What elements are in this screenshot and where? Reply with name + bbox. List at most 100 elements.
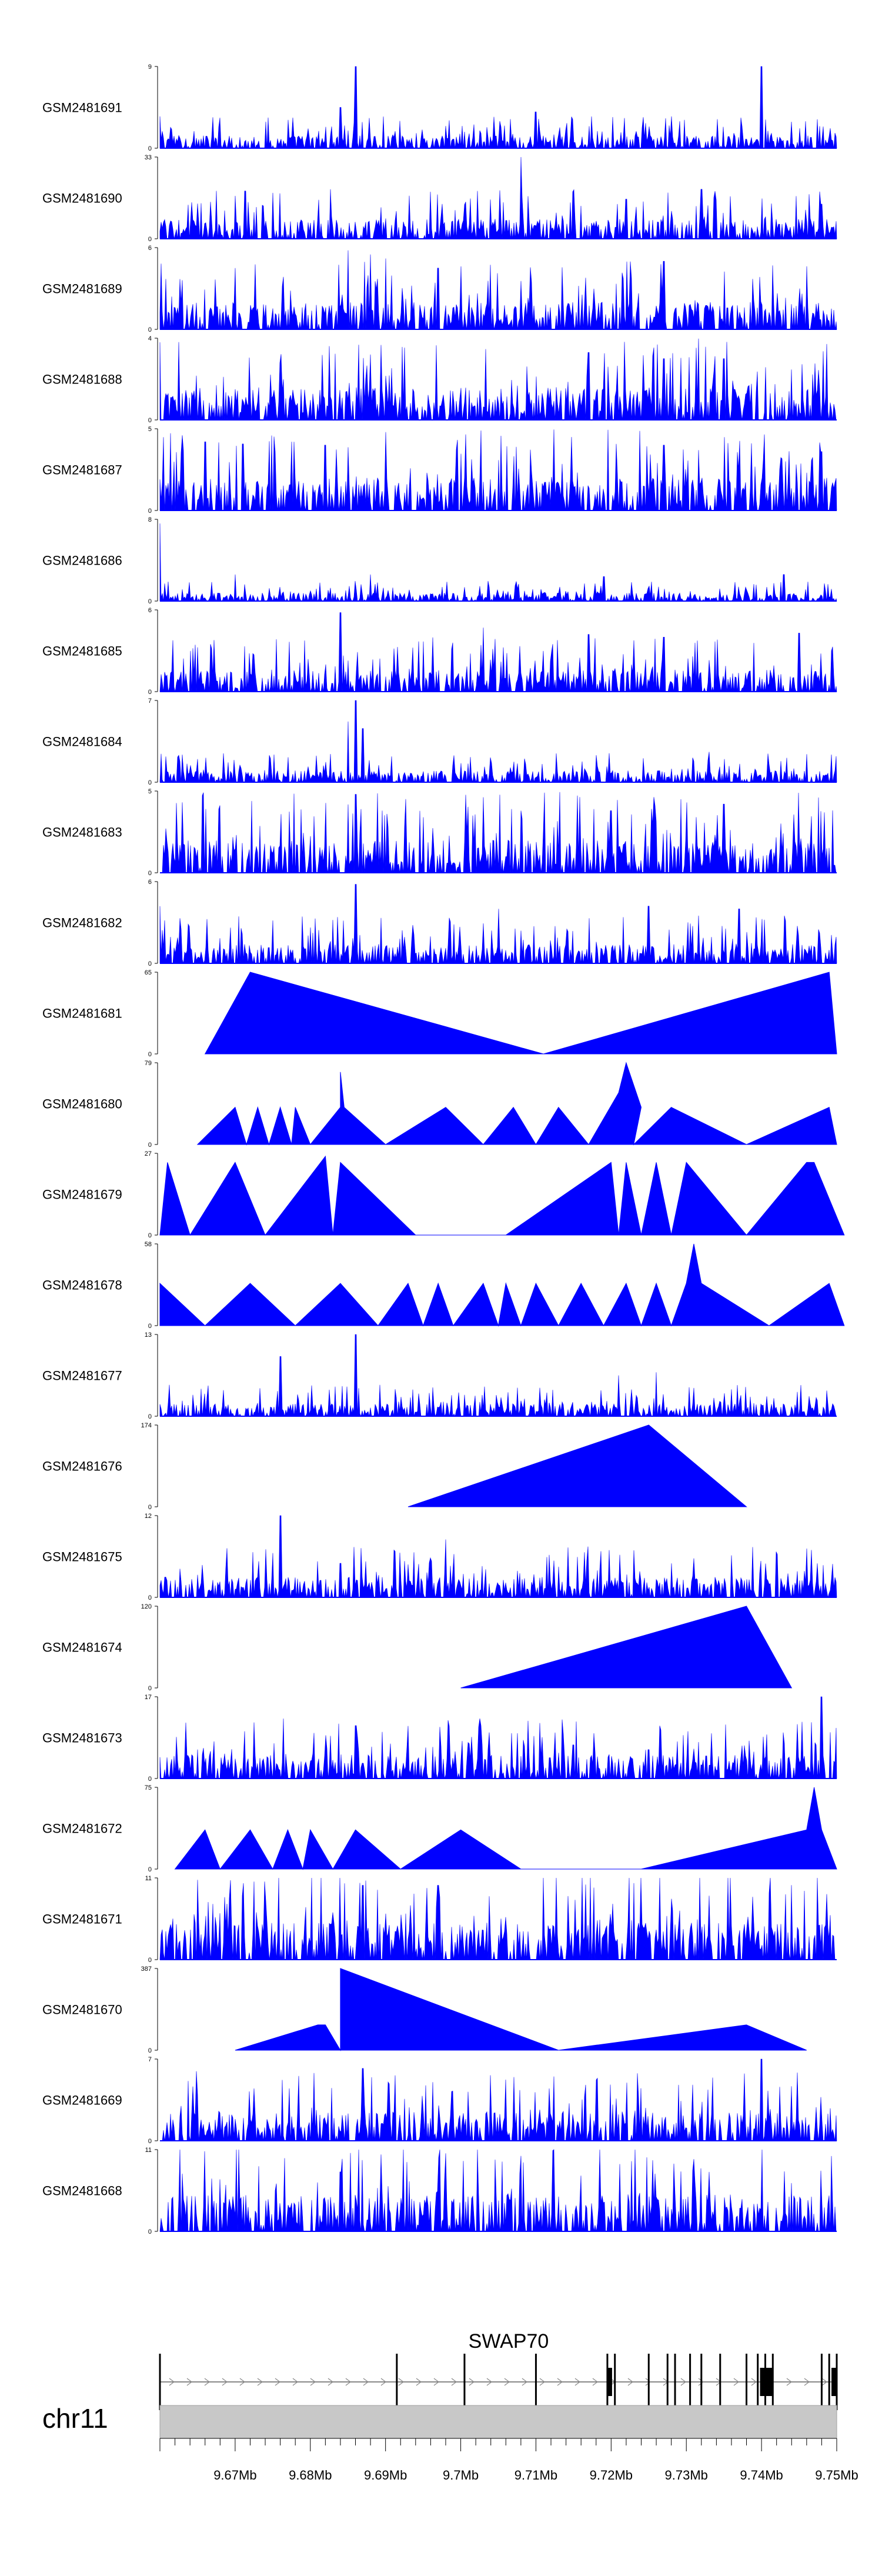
track-GSM2481678: GSM2481678 58 0	[42, 1241, 845, 1330]
y-min-label: 0	[148, 960, 152, 967]
strand-arrow	[186, 2378, 192, 2386]
y-min-label: 0	[148, 417, 152, 424]
y-max-label: 17	[145, 1694, 152, 1701]
strand-arrow	[592, 2378, 598, 2386]
chromosome-label: chr11	[42, 2403, 108, 2434]
strand-arrow	[574, 2378, 580, 2386]
track-GSM2481676: GSM2481676 174 0	[42, 1422, 747, 1511]
x-tick-label: 9.69Mb	[364, 2468, 407, 2482]
y-min-label: 0	[148, 2047, 152, 2054]
y-min-label: 0	[148, 1957, 152, 1964]
strand-arrow	[680, 2378, 686, 2386]
track-label: GSM2481682	[42, 916, 122, 930]
track-GSM2481691: GSM2481691 9 0	[42, 64, 837, 152]
x-tick-label: 9.68Mb	[289, 2468, 332, 2482]
track-GSM2481680: GSM2481680 79 0	[42, 1060, 837, 1149]
y-min-label: 0	[148, 1776, 152, 1783]
signal-area	[159, 1243, 845, 1327]
y-max-label: 387	[141, 1966, 152, 1973]
track-label: GSM2481690	[42, 191, 122, 206]
track-GSM2481686: GSM2481686 8 0	[42, 516, 837, 605]
y-min-label: 0	[148, 870, 152, 877]
signal-area	[159, 1515, 837, 1598]
track-label: GSM2481686	[42, 553, 122, 568]
y-max-label: 7	[148, 698, 152, 705]
signal-area	[460, 1606, 793, 1689]
strand-arrow	[169, 2378, 175, 2386]
signal-area	[159, 66, 837, 149]
y-max-label: 6	[148, 879, 152, 886]
coding-exon	[607, 2368, 612, 2396]
track-GSM2481674: GSM2481674 120 0	[42, 1603, 793, 1692]
y-max-label: 5	[148, 426, 152, 433]
x-tick-label: 9.73Mb	[665, 2468, 708, 2482]
signal-area	[159, 612, 837, 692]
signal-area	[159, 884, 837, 965]
strand-arrow	[804, 2378, 810, 2386]
chromosome-ideogram: chr11	[42, 2403, 837, 2439]
y-max-label: 120	[141, 1603, 152, 1610]
track-GSM2481681: GSM2481681 65 0	[42, 969, 837, 1058]
coding-exon	[760, 2368, 773, 2396]
y-max-label: 75	[145, 1784, 152, 1791]
y-min-label: 0	[148, 779, 152, 786]
y-min-label: 0	[148, 326, 152, 333]
signal-area	[159, 250, 837, 330]
x-tick-label: 9.67Mb	[213, 2468, 256, 2482]
y-min-label: 0	[148, 1685, 152, 1692]
y-min-label: 0	[148, 1232, 152, 1239]
exon	[719, 2354, 721, 2410]
track-label: GSM2481676	[42, 1459, 122, 1474]
track-label: GSM2481688	[42, 372, 122, 387]
y-min-label: 0	[148, 2138, 152, 2145]
signal-area	[159, 700, 837, 783]
x-tick-label: 9.71Mb	[514, 2468, 557, 2482]
signal-area	[196, 1062, 837, 1146]
track-label: GSM2481689	[42, 282, 122, 296]
y-max-label: 27	[145, 1150, 152, 1157]
exon	[534, 2354, 537, 2410]
strand-arrow	[433, 2378, 439, 2386]
y-min-label: 0	[148, 508, 152, 515]
y-max-label: 9	[148, 64, 152, 71]
coding-exon	[831, 2368, 837, 2396]
y-max-label: 11	[145, 1875, 152, 1882]
track-GSM2481672: GSM2481672 75 0	[42, 1784, 837, 1873]
y-max-label: 12	[145, 1513, 152, 1520]
y-min-label: 0	[148, 1413, 152, 1420]
y-max-label: 65	[145, 969, 152, 976]
track-label: GSM2481669	[42, 2093, 122, 2108]
track-GSM2481671: GSM2481671 11 0	[42, 1875, 837, 1964]
signal-area	[160, 792, 837, 873]
x-tick-label: 9.72Mb	[590, 2468, 633, 2482]
track-GSM2481675: GSM2481675 12 0	[42, 1513, 837, 1601]
track-label: GSM2481685	[42, 644, 122, 659]
strand-arrow	[786, 2378, 792, 2386]
track-label: GSM2481668	[42, 2184, 122, 2198]
track-GSM2481679: GSM2481679 27 0	[42, 1150, 845, 1239]
strand-arrow	[469, 2378, 475, 2386]
track-GSM2481668: GSM2481668 11 0	[42, 2147, 837, 2235]
strand-arrow	[310, 2378, 316, 2386]
track-GSM2481689: GSM2481689 6 0	[42, 245, 837, 333]
y-min-label: 0	[148, 145, 152, 152]
y-max-label: 174	[141, 1422, 152, 1429]
y-min-label: 0	[148, 598, 152, 605]
y-min-label: 0	[148, 689, 152, 696]
strand-arrow	[239, 2378, 245, 2386]
track-GSM2481684: GSM2481684 7 0	[42, 698, 837, 786]
signal-area	[407, 1424, 747, 1507]
exon	[463, 2354, 466, 2410]
track-label: GSM2481680	[42, 1097, 122, 1112]
y-min-label: 0	[148, 1866, 152, 1873]
strand-arrow	[821, 2378, 827, 2386]
strand-arrow	[751, 2378, 757, 2386]
strand-arrow	[486, 2378, 492, 2386]
strand-arrow	[222, 2378, 228, 2386]
exon	[614, 2354, 616, 2410]
signal-tracks: GSM248169190GSM2481690330GSM248168960GSM…	[42, 64, 845, 2235]
strand-arrow	[275, 2378, 280, 2386]
exon	[689, 2354, 691, 2410]
strand-arrow	[380, 2378, 386, 2386]
